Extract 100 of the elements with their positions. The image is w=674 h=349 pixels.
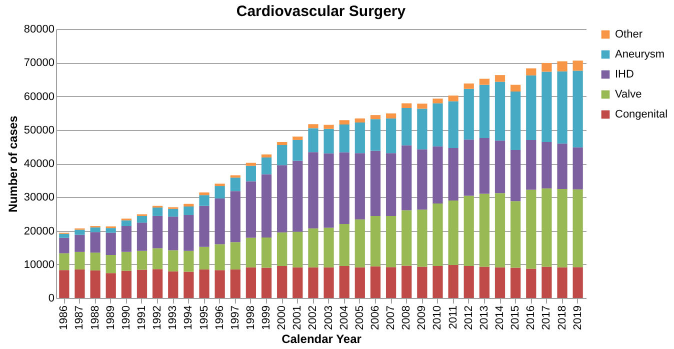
bar	[370, 119, 381, 151]
bar	[74, 230, 85, 235]
bar	[90, 227, 100, 232]
bar	[152, 248, 163, 270]
bar	[121, 252, 132, 271]
bar	[572, 60, 583, 71]
bar	[184, 206, 194, 215]
x-tick-label: 2015	[510, 306, 522, 330]
y-tick-label: 80000	[24, 24, 54, 36]
bar	[136, 216, 148, 223]
bar	[230, 269, 240, 298]
bar	[479, 266, 490, 298]
bar	[184, 272, 194, 298]
bar	[90, 232, 100, 253]
bar	[246, 162, 256, 166]
bar	[510, 84, 521, 92]
bar	[59, 238, 70, 254]
x-tick-label: 1989	[104, 306, 117, 330]
bar	[402, 210, 412, 266]
bar	[90, 252, 100, 270]
bar	[121, 270, 132, 298]
bar	[261, 268, 272, 298]
x-tick-label: 1990	[120, 306, 132, 330]
bar	[168, 216, 178, 250]
bar	[214, 184, 225, 186]
bar	[261, 237, 272, 268]
x-tick-label: 2018	[556, 306, 568, 330]
bar	[308, 128, 318, 152]
bar	[572, 189, 583, 268]
y-axis-title: Number of cases	[6, 115, 20, 212]
bar	[542, 62, 552, 72]
bar	[152, 216, 163, 248]
bar	[479, 78, 490, 85]
bar	[261, 154, 272, 158]
bar	[74, 269, 85, 298]
bar	[542, 142, 552, 188]
bar	[572, 70, 583, 148]
bar	[464, 196, 474, 266]
bar	[121, 226, 132, 252]
bar	[246, 181, 256, 238]
x-tick-label: 2010	[432, 306, 444, 330]
bar	[292, 232, 303, 268]
bar	[402, 145, 412, 210]
bar	[106, 273, 116, 298]
bar	[292, 267, 303, 298]
bar	[152, 208, 163, 216]
bar	[214, 244, 225, 270]
bar	[354, 153, 365, 220]
legend-label: IHD	[615, 68, 634, 80]
bar	[510, 268, 521, 298]
bar	[168, 208, 178, 217]
x-tick-label: 2011	[447, 306, 460, 330]
bar	[246, 267, 256, 298]
bar	[572, 267, 583, 298]
bar	[542, 266, 552, 298]
bar	[90, 270, 100, 298]
bar	[261, 157, 272, 174]
x-tick-label: 2004	[338, 306, 350, 330]
bar	[386, 113, 396, 118]
bar	[214, 270, 225, 298]
bar	[214, 198, 225, 244]
x-tick-label: 2006	[369, 306, 382, 330]
bar	[557, 61, 568, 72]
bar	[308, 267, 318, 298]
x-tick-label: 1998	[244, 306, 257, 330]
bar	[417, 149, 428, 210]
bar	[479, 138, 490, 194]
x-tick-label: 1997	[229, 306, 242, 330]
x-tick-label: 1987	[74, 306, 86, 330]
x-tick-label: 2014	[494, 306, 506, 330]
y-tick-label: 50000	[24, 124, 54, 136]
bar	[432, 146, 443, 204]
bar	[386, 118, 396, 154]
bar	[121, 220, 132, 226]
bar	[168, 250, 178, 272]
bar	[354, 122, 365, 154]
bar	[106, 232, 116, 255]
bar	[152, 269, 163, 298]
bar	[292, 160, 303, 232]
bar	[261, 174, 272, 238]
bar	[308, 152, 318, 228]
bar	[386, 267, 396, 298]
bar	[136, 250, 148, 270]
bar	[277, 165, 288, 232]
bar	[510, 150, 521, 202]
bar	[184, 204, 194, 207]
x-tick-label: 2017	[540, 306, 553, 330]
bar	[339, 266, 350, 298]
bar	[324, 124, 334, 129]
bar	[432, 266, 443, 298]
x-tick-label: 1991	[136, 306, 148, 330]
bar	[494, 267, 506, 298]
bar	[448, 148, 458, 200]
bar	[494, 193, 506, 268]
legend-label: Aneurysm	[615, 48, 665, 60]
bar	[417, 108, 428, 150]
bar	[464, 83, 474, 89]
bar	[386, 216, 396, 268]
y-tick-label: 0	[48, 292, 54, 304]
bar	[370, 216, 381, 266]
